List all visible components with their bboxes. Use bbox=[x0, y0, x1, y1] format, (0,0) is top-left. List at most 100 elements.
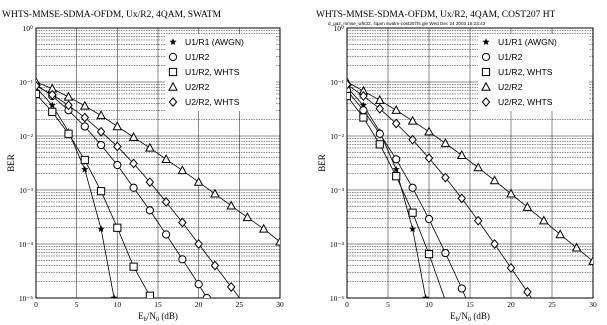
series-line-4 bbox=[347, 81, 593, 262]
legend-box bbox=[478, 34, 589, 111]
data-point-circle bbox=[424, 214, 434, 224]
legend-marker-circle bbox=[481, 52, 491, 62]
y-tick-label: 10⁻¹ bbox=[330, 78, 344, 87]
data-point-triangle bbox=[258, 223, 269, 233]
series-line-4 bbox=[36, 81, 280, 243]
data-point-triangle bbox=[473, 162, 484, 172]
data-point-triangle bbox=[79, 100, 90, 110]
data-point-triangle bbox=[489, 175, 500, 185]
data-point-triangle bbox=[177, 165, 188, 175]
y-axis-label: BER bbox=[317, 154, 327, 172]
y-tick-label: 10⁻⁵ bbox=[19, 294, 33, 303]
x-tick-label: 5 bbox=[75, 300, 79, 309]
data-point-square bbox=[80, 155, 89, 165]
data-point-square bbox=[408, 208, 417, 217]
legend-label: U1/R2, WHTS bbox=[185, 67, 240, 77]
x-tick-label: 5 bbox=[386, 300, 390, 309]
plot-frame bbox=[35, 27, 281, 299]
data-point-diamond bbox=[210, 260, 220, 271]
legend-label: U2/R2, WHTS bbox=[498, 97, 553, 107]
data-point-square bbox=[96, 187, 106, 196]
legend-marker-diamond bbox=[481, 97, 491, 107]
data-point-triangle bbox=[440, 138, 451, 148]
ber-chart-1: WHTS-MMSE-SDMA-OFDM, Ux/R2, 4QAM, SWATM 0… bbox=[2, 10, 284, 323]
data-point-square bbox=[64, 129, 73, 138]
legend-label: U1/R2, WHTS bbox=[498, 67, 553, 77]
data-point-triangle bbox=[242, 212, 253, 222]
legend-label: U2/R2, WHTS bbox=[185, 97, 240, 107]
legend-label: U1/R1 (AWGN) bbox=[185, 37, 244, 47]
data-point-circle bbox=[359, 106, 368, 115]
data-point-diamond bbox=[178, 217, 187, 228]
data-point-diamond bbox=[391, 118, 401, 129]
data-point-circle bbox=[375, 129, 384, 138]
legend-label: U1/R1 (AWGN) bbox=[498, 37, 557, 47]
data-point-square bbox=[48, 107, 57, 116]
chart-title: WHTS-MMSE-SDMA-OFDM, Ux/R2, 4QAM, COST20… bbox=[316, 10, 556, 20]
series-line-1 bbox=[347, 86, 427, 298]
data-point-square bbox=[392, 172, 401, 181]
x-tick-label: 0 bbox=[34, 300, 38, 309]
data-point-circle bbox=[178, 255, 187, 264]
data-point-triangle bbox=[506, 188, 516, 198]
y-tick-label: 10⁻⁴ bbox=[330, 240, 344, 249]
ber-chart-2: WHTS-MMSE-SDMA-OFDM, Ux/R2, 4QAM, COST20… bbox=[316, 10, 597, 323]
series-line-2 bbox=[36, 84, 208, 298]
data-point-triangle bbox=[538, 215, 549, 225]
x-tick-label: 20 bbox=[195, 300, 203, 309]
data-point-triangle bbox=[145, 142, 155, 152]
data-point-diamond bbox=[113, 141, 122, 152]
x-axis-label-part: b bbox=[144, 316, 147, 323]
data-point-diamond bbox=[80, 112, 90, 123]
x-axis-label-part: (dB) bbox=[159, 311, 178, 321]
x-tick-label: 0 bbox=[345, 300, 349, 309]
data-point-square bbox=[359, 113, 368, 122]
data-point-star bbox=[48, 101, 56, 109]
data-point-square bbox=[129, 262, 138, 271]
legend-label: U1/R2 bbox=[185, 52, 210, 62]
data-point-triangle bbox=[456, 150, 467, 159]
data-point-diamond bbox=[523, 286, 532, 297]
x-tick-label: 15 bbox=[154, 300, 162, 309]
data-point-circle bbox=[96, 140, 106, 150]
data-point-diamond bbox=[194, 239, 203, 249]
data-point-square bbox=[424, 250, 434, 259]
legend-marker-square bbox=[481, 67, 491, 77]
data-point-triangle bbox=[555, 229, 566, 239]
x-axis-label-part: /N bbox=[459, 311, 469, 321]
legend-marker-triangle bbox=[481, 81, 491, 91]
data-point-triangle bbox=[374, 94, 385, 104]
data-point-diamond bbox=[96, 126, 106, 137]
data-point-star bbox=[110, 294, 118, 298]
data-point-square bbox=[113, 223, 122, 232]
x-axis-label-part: E bbox=[138, 311, 144, 321]
data-point-circle bbox=[162, 230, 171, 239]
data-point-diamond bbox=[226, 282, 236, 292]
data-point-square bbox=[145, 291, 154, 298]
data-point-square bbox=[375, 140, 384, 149]
data-point-star bbox=[81, 165, 89, 173]
data-point-diamond bbox=[424, 153, 434, 164]
data-point-star bbox=[392, 165, 400, 173]
x-axis-label-part: (dB) bbox=[471, 311, 490, 321]
x-tick-label: 25 bbox=[236, 300, 244, 309]
data-point-diamond bbox=[441, 172, 450, 183]
x-tick-label: 30 bbox=[276, 300, 284, 309]
x-axis-label: Eb/N0 (dB) bbox=[138, 311, 178, 323]
data-point-triangle bbox=[63, 91, 74, 101]
data-point-diamond bbox=[64, 100, 73, 111]
x-tick-label: 20 bbox=[507, 300, 515, 309]
data-point-diamond bbox=[48, 89, 57, 100]
data-point-circle bbox=[145, 206, 154, 215]
y-axis-label: BER bbox=[6, 154, 16, 172]
series-line-1 bbox=[36, 86, 115, 298]
plot-area bbox=[36, 76, 280, 298]
data-point-diamond bbox=[347, 79, 352, 90]
data-point-diamond bbox=[473, 215, 483, 226]
plot-frame bbox=[346, 27, 594, 299]
data-point-circle bbox=[194, 280, 203, 289]
y-tick-label: 10⁻⁵ bbox=[330, 294, 344, 303]
legend-label: U1/R2 bbox=[498, 52, 523, 62]
y-tick-label: 10⁻³ bbox=[19, 186, 33, 195]
x-axis-label: Eb/N0 (dB) bbox=[450, 311, 490, 323]
